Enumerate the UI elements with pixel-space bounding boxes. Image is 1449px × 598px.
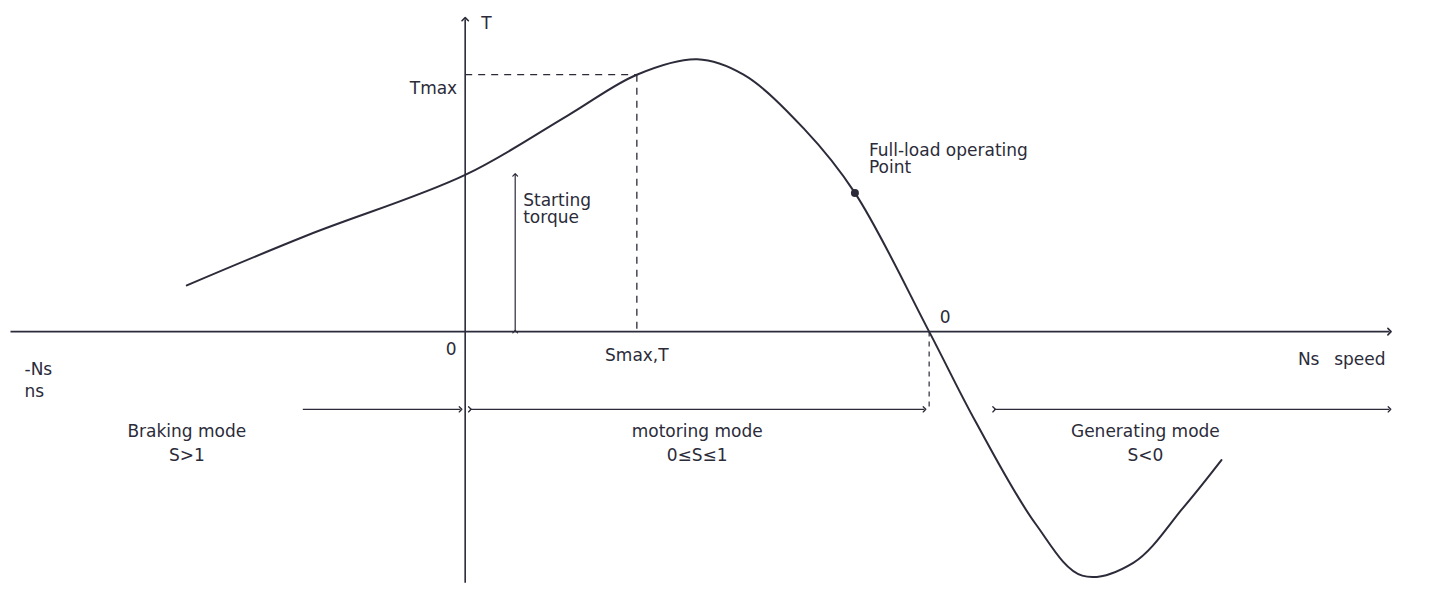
svg-text:Smax,T: Smax,T	[605, 345, 669, 365]
svg-text:0: 0	[446, 339, 457, 359]
svg-text:S>1: S>1	[169, 445, 205, 465]
svg-text:motoring mode: motoring mode	[632, 421, 763, 441]
svg-text:0: 0	[940, 307, 951, 327]
svg-text:T: T	[480, 13, 492, 33]
svg-text:Full-load operatingPoint: Full-load operatingPoint	[869, 140, 1028, 177]
svg-text:S<0: S<0	[1127, 445, 1163, 465]
svg-text:Startingtorque: Startingtorque	[523, 190, 591, 227]
svg-text:Tmax: Tmax	[409, 78, 457, 98]
svg-text:Ns: Ns	[1298, 349, 1320, 369]
svg-text:Generating mode: Generating mode	[1071, 421, 1220, 441]
svg-text:0≤S≤1: 0≤S≤1	[667, 445, 728, 465]
svg-text:-Ns: -Ns	[25, 359, 53, 379]
svg-text:ns: ns	[25, 381, 45, 401]
svg-text:speed: speed	[1334, 349, 1385, 369]
svg-text:Braking mode: Braking mode	[127, 421, 246, 441]
